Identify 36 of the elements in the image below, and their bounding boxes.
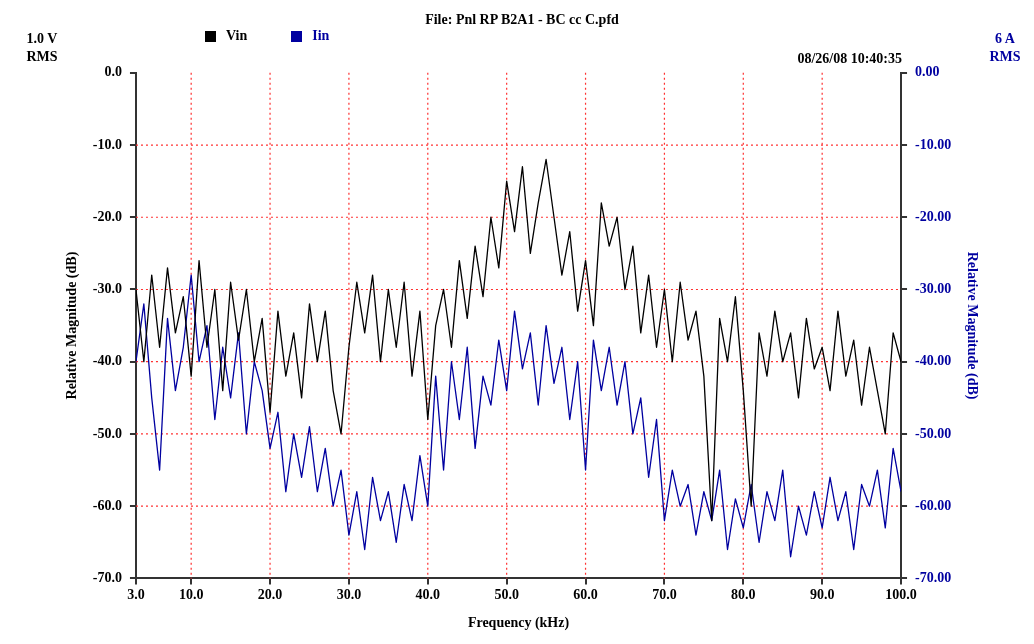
x-tick-label: 3.0 (127, 587, 145, 603)
x-tick-label: 60.0 (573, 587, 598, 603)
y-tick-label: -30.0 (92, 281, 122, 297)
x-tick-label: 10.0 (178, 587, 204, 603)
y-axis-title: Relative Magnitude (dB) (64, 251, 81, 400)
text: 6 A RMS (988, 30, 1022, 66)
legend-label: Iin (312, 28, 330, 44)
y-tick-label: -60.0 (92, 497, 122, 513)
y2-tick-label: -50.00 (915, 425, 952, 441)
y2-tick-label: -20.00 (915, 208, 952, 224)
x-tick-label: 90.0 (809, 587, 835, 603)
x-tick-label: 80.0 (731, 587, 756, 603)
legend-label: Vin (226, 28, 248, 44)
text: 08/26/08 10:40:35 (796, 50, 902, 68)
x-tick-label: 100.0 (885, 587, 917, 603)
y-tick-label: -40.0 (92, 353, 122, 369)
y2-tick-label: -60.00 (915, 497, 952, 513)
x-tick-label: 30.0 (336, 587, 362, 603)
y2-tick-label: 0.00 (915, 64, 940, 80)
x-tick-label: 40.0 (415, 587, 441, 603)
x-tick-label: 50.0 (494, 587, 519, 603)
y-tick-label: 0.0 (104, 64, 122, 80)
y2-tick-label: -10.00 (915, 136, 952, 152)
y2-tick-label: -30.00 (915, 281, 952, 297)
y2-tick-label: -70.00 (915, 570, 952, 586)
y2-tick-label: -40.00 (915, 353, 952, 369)
y-tick-label: -20.0 (92, 208, 122, 224)
y-tick-label: -50.0 (92, 425, 122, 441)
y2-axis-title: Relative Magnitude (dB) (963, 251, 980, 400)
chart-title: File: Pnl RP B2A1 - BC cc C.pfd (425, 12, 620, 28)
x-axis-title: Frequency (kHz) (467, 615, 570, 632)
y-tick-label: -70.0 (92, 570, 122, 586)
y-tick-label: -10.0 (92, 136, 122, 152)
x-tick-label: 20.0 (257, 587, 283, 603)
x-tick-label: 70.0 (652, 587, 677, 603)
text: 1.0 V RMS (25, 30, 59, 66)
